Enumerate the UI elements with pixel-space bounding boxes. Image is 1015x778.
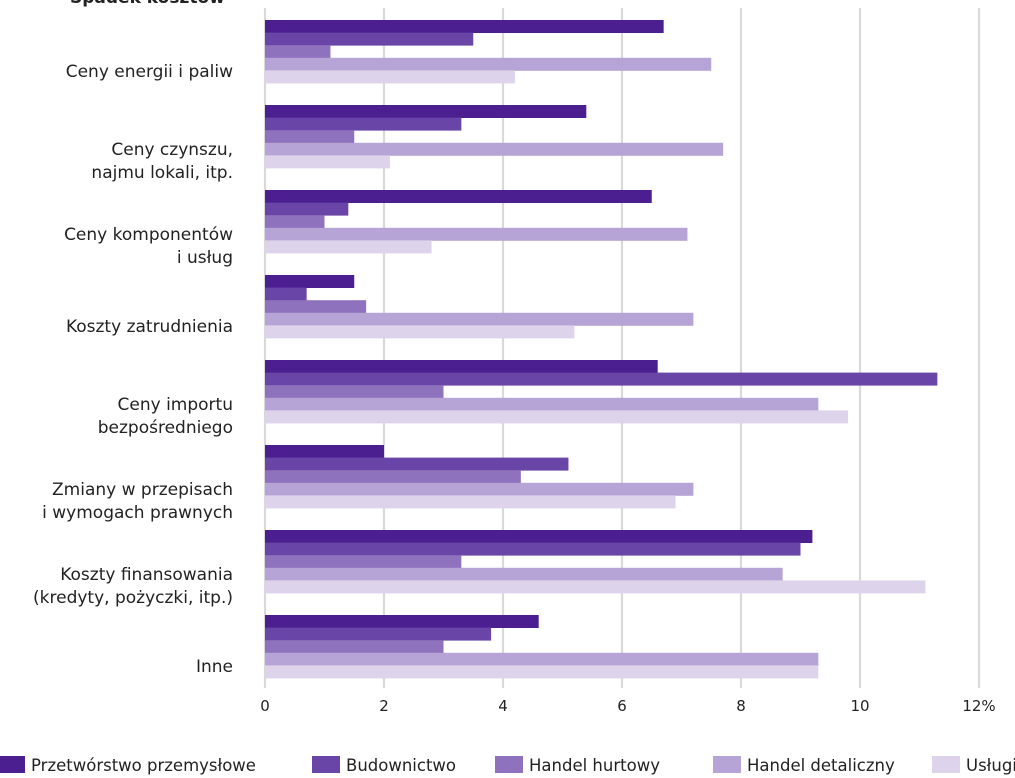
bar bbox=[265, 360, 658, 373]
bar bbox=[265, 275, 355, 288]
bar bbox=[265, 227, 688, 241]
category-label-line: i wymogach prawnych bbox=[42, 503, 233, 523]
category-label: Ceny czynszu, najmu lokali, itp. bbox=[91, 140, 233, 183]
legend-label: Budownictwo bbox=[346, 756, 456, 775]
category-label-line: i usług bbox=[177, 248, 233, 268]
category-label-line: Ceny komponentów bbox=[64, 225, 233, 245]
bar bbox=[265, 57, 712, 71]
legend-label: Usługi bbox=[966, 756, 1015, 775]
category-label-line: bezpośredniego bbox=[98, 418, 233, 438]
bar bbox=[265, 130, 355, 144]
bar bbox=[265, 20, 664, 33]
category-label-line: Ceny energii i paliw bbox=[66, 62, 233, 82]
bar bbox=[265, 142, 724, 156]
category-label: Koszty finansowania (kredyty, pożyczki, i… bbox=[33, 565, 233, 608]
bar bbox=[265, 615, 539, 628]
bar bbox=[265, 580, 926, 594]
bar bbox=[265, 385, 444, 399]
category-label-line: najmu lokali, itp. bbox=[91, 163, 233, 183]
category-label-line: (kredyty, pożyczki, itp.) bbox=[33, 588, 233, 608]
x-tick-label: 4 bbox=[498, 697, 508, 715]
bar bbox=[265, 495, 676, 509]
x-tick-label: 0 bbox=[260, 697, 270, 715]
category-label: Inne bbox=[196, 657, 233, 677]
bar bbox=[265, 45, 331, 59]
bar bbox=[265, 190, 652, 203]
x-tick-label: 12% bbox=[962, 697, 995, 715]
legend-swatch bbox=[0, 756, 25, 773]
bars bbox=[265, 20, 938, 679]
bar bbox=[265, 155, 390, 169]
x-tick-label: 6 bbox=[617, 697, 627, 715]
bar bbox=[265, 202, 349, 216]
bar bbox=[265, 300, 367, 314]
category-label-line: Zmiany w przepisach bbox=[52, 480, 233, 500]
category-label: Ceny importu bezpośredniego bbox=[98, 395, 233, 438]
category-label-line: Koszty zatrudnienia bbox=[66, 317, 233, 337]
category-label: Zmiany w przepisach i wymogach prawnych bbox=[42, 480, 233, 523]
legend-swatch bbox=[713, 756, 741, 773]
legend-swatch bbox=[312, 756, 340, 773]
category-label-line: Koszty finansowania bbox=[60, 565, 233, 585]
legend-label: Przetwórstwo przemysłowe bbox=[31, 756, 256, 775]
legend-swatch bbox=[932, 756, 960, 773]
x-tick-label: 8 bbox=[736, 697, 746, 715]
bar bbox=[265, 240, 432, 254]
category-label: Ceny energii i paliw bbox=[66, 62, 233, 82]
bar bbox=[265, 482, 694, 496]
x-tick-labels: 0 2 4 6 8 10 12% bbox=[260, 697, 995, 715]
legend: Przetwórstwo przemysłowe Budownictwo Hande… bbox=[0, 756, 1015, 775]
bar bbox=[265, 627, 492, 641]
bar bbox=[265, 652, 819, 666]
bar bbox=[265, 287, 307, 301]
bar bbox=[265, 445, 384, 458]
bar bbox=[265, 542, 801, 556]
bar bbox=[265, 105, 587, 118]
bar bbox=[265, 410, 849, 424]
legend-label: Handel hurtowy bbox=[529, 756, 660, 775]
category-label-line: Ceny importu bbox=[118, 395, 233, 415]
bar bbox=[265, 457, 569, 471]
bar bbox=[265, 567, 783, 581]
x-tick-label: 10 bbox=[850, 697, 869, 715]
bar bbox=[265, 640, 444, 654]
chart-title: Spadek kosztów bbox=[70, 0, 225, 8]
bar bbox=[265, 397, 819, 411]
category-label: Koszty zatrudnienia bbox=[66, 317, 233, 337]
category-label-line: Ceny czynszu, bbox=[111, 140, 233, 160]
legend-swatch bbox=[495, 756, 523, 773]
legend-label: Handel detaliczny bbox=[747, 756, 895, 775]
bar bbox=[265, 70, 515, 84]
bar bbox=[265, 117, 462, 131]
category-labels: Ceny energii i paliw Ceny czynszu, najmu l… bbox=[33, 62, 233, 677]
bar bbox=[265, 312, 694, 326]
bar bbox=[265, 372, 938, 386]
bar bbox=[265, 32, 474, 46]
x-tick-label: 2 bbox=[379, 697, 389, 715]
category-label-line: Inne bbox=[196, 657, 233, 677]
bar bbox=[265, 665, 819, 679]
category-label: Ceny komponentów i usług bbox=[64, 225, 233, 268]
bar bbox=[265, 470, 521, 484]
bar bbox=[265, 555, 462, 569]
bar bbox=[265, 530, 813, 543]
bar bbox=[265, 325, 575, 339]
bar bbox=[265, 215, 325, 229]
